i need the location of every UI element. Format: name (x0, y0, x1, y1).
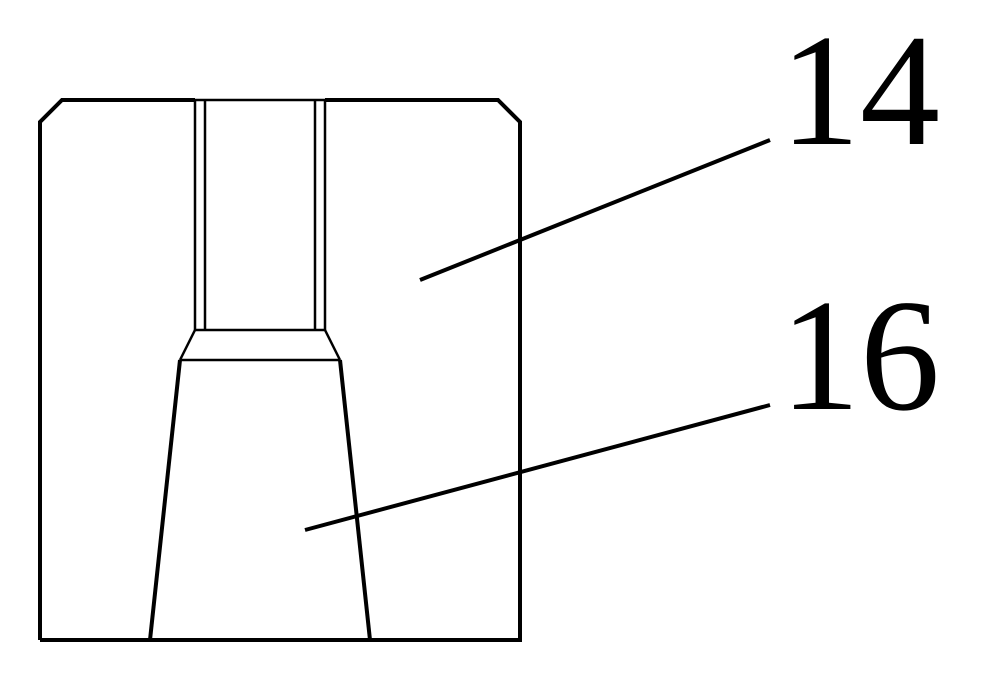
leader-line-14 (420, 140, 770, 280)
reference-label-14: 14 (780, 10, 940, 170)
reference-label-16: 16 (780, 275, 940, 435)
leader-line-16 (305, 405, 770, 530)
